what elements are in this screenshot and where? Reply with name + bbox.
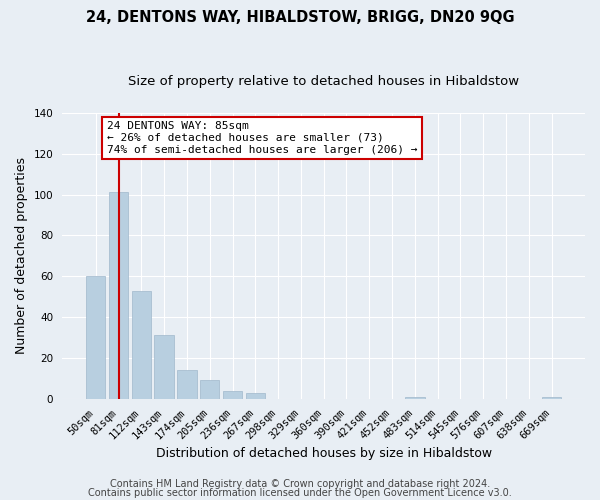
Text: 24 DENTONS WAY: 85sqm
← 26% of detached houses are smaller (73)
74% of semi-deta: 24 DENTONS WAY: 85sqm ← 26% of detached …: [107, 122, 417, 154]
Title: Size of property relative to detached houses in Hibaldstow: Size of property relative to detached ho…: [128, 75, 519, 88]
Bar: [131, 290, 151, 399]
Bar: [177, 370, 197, 399]
Text: 24, DENTONS WAY, HIBALDSTOW, BRIGG, DN20 9QG: 24, DENTONS WAY, HIBALDSTOW, BRIGG, DN20…: [86, 10, 514, 25]
Bar: [86, 276, 106, 399]
Bar: [405, 397, 425, 399]
Bar: [154, 336, 174, 399]
Text: Contains public sector information licensed under the Open Government Licence v3: Contains public sector information licen…: [88, 488, 512, 498]
Bar: [245, 392, 265, 399]
X-axis label: Distribution of detached houses by size in Hibaldstow: Distribution of detached houses by size …: [155, 447, 492, 460]
Y-axis label: Number of detached properties: Number of detached properties: [15, 158, 28, 354]
Bar: [109, 192, 128, 399]
Bar: [223, 390, 242, 399]
Bar: [542, 397, 561, 399]
Bar: [200, 380, 220, 399]
Text: Contains HM Land Registry data © Crown copyright and database right 2024.: Contains HM Land Registry data © Crown c…: [110, 479, 490, 489]
